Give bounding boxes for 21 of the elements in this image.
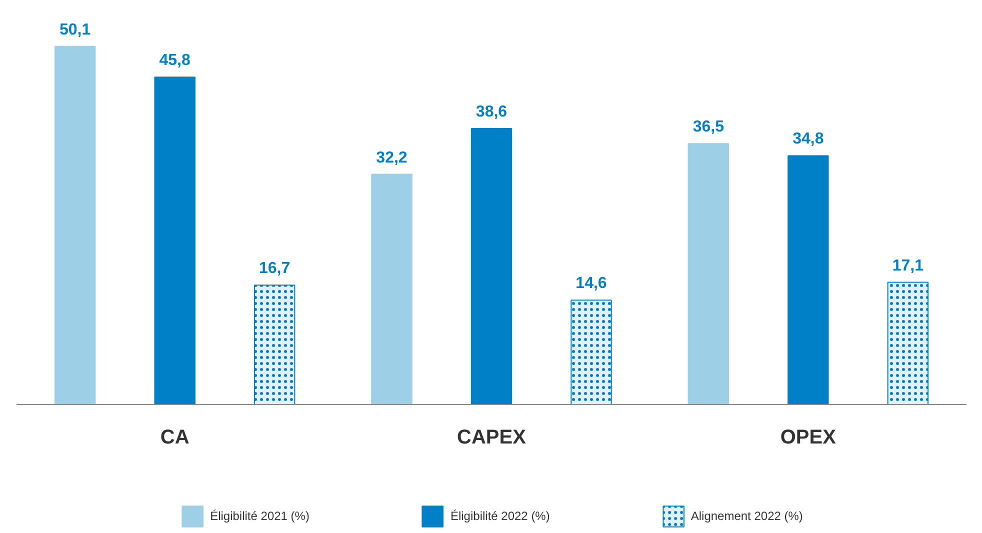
legend-label: Éligibilité 2021 (%) xyxy=(210,509,310,523)
legend-label: Alignement 2022 (%) xyxy=(690,509,803,523)
data-label: 34,8 xyxy=(792,130,824,148)
bar xyxy=(470,128,512,406)
x-tick-label: OPEX xyxy=(780,426,837,449)
x-tick-label: CAPEX xyxy=(457,426,527,449)
bar xyxy=(788,155,829,406)
data-label: 14,6 xyxy=(576,275,607,292)
x-tick-label: CA xyxy=(160,426,190,449)
legend-label: Éligibilité 2022 (%) xyxy=(450,509,550,523)
data-label: 36,5 xyxy=(692,118,724,136)
data-label: 50,1 xyxy=(60,21,91,38)
bar xyxy=(371,174,412,406)
data-label: 17,1 xyxy=(892,257,924,274)
data-label: 38,6 xyxy=(476,104,508,121)
bar xyxy=(54,46,96,406)
data-label: 32,2 xyxy=(376,149,408,166)
data-label: 16,7 xyxy=(259,260,290,278)
bar xyxy=(688,143,730,406)
bar xyxy=(154,76,196,406)
data-label: 45,8 xyxy=(159,52,191,70)
